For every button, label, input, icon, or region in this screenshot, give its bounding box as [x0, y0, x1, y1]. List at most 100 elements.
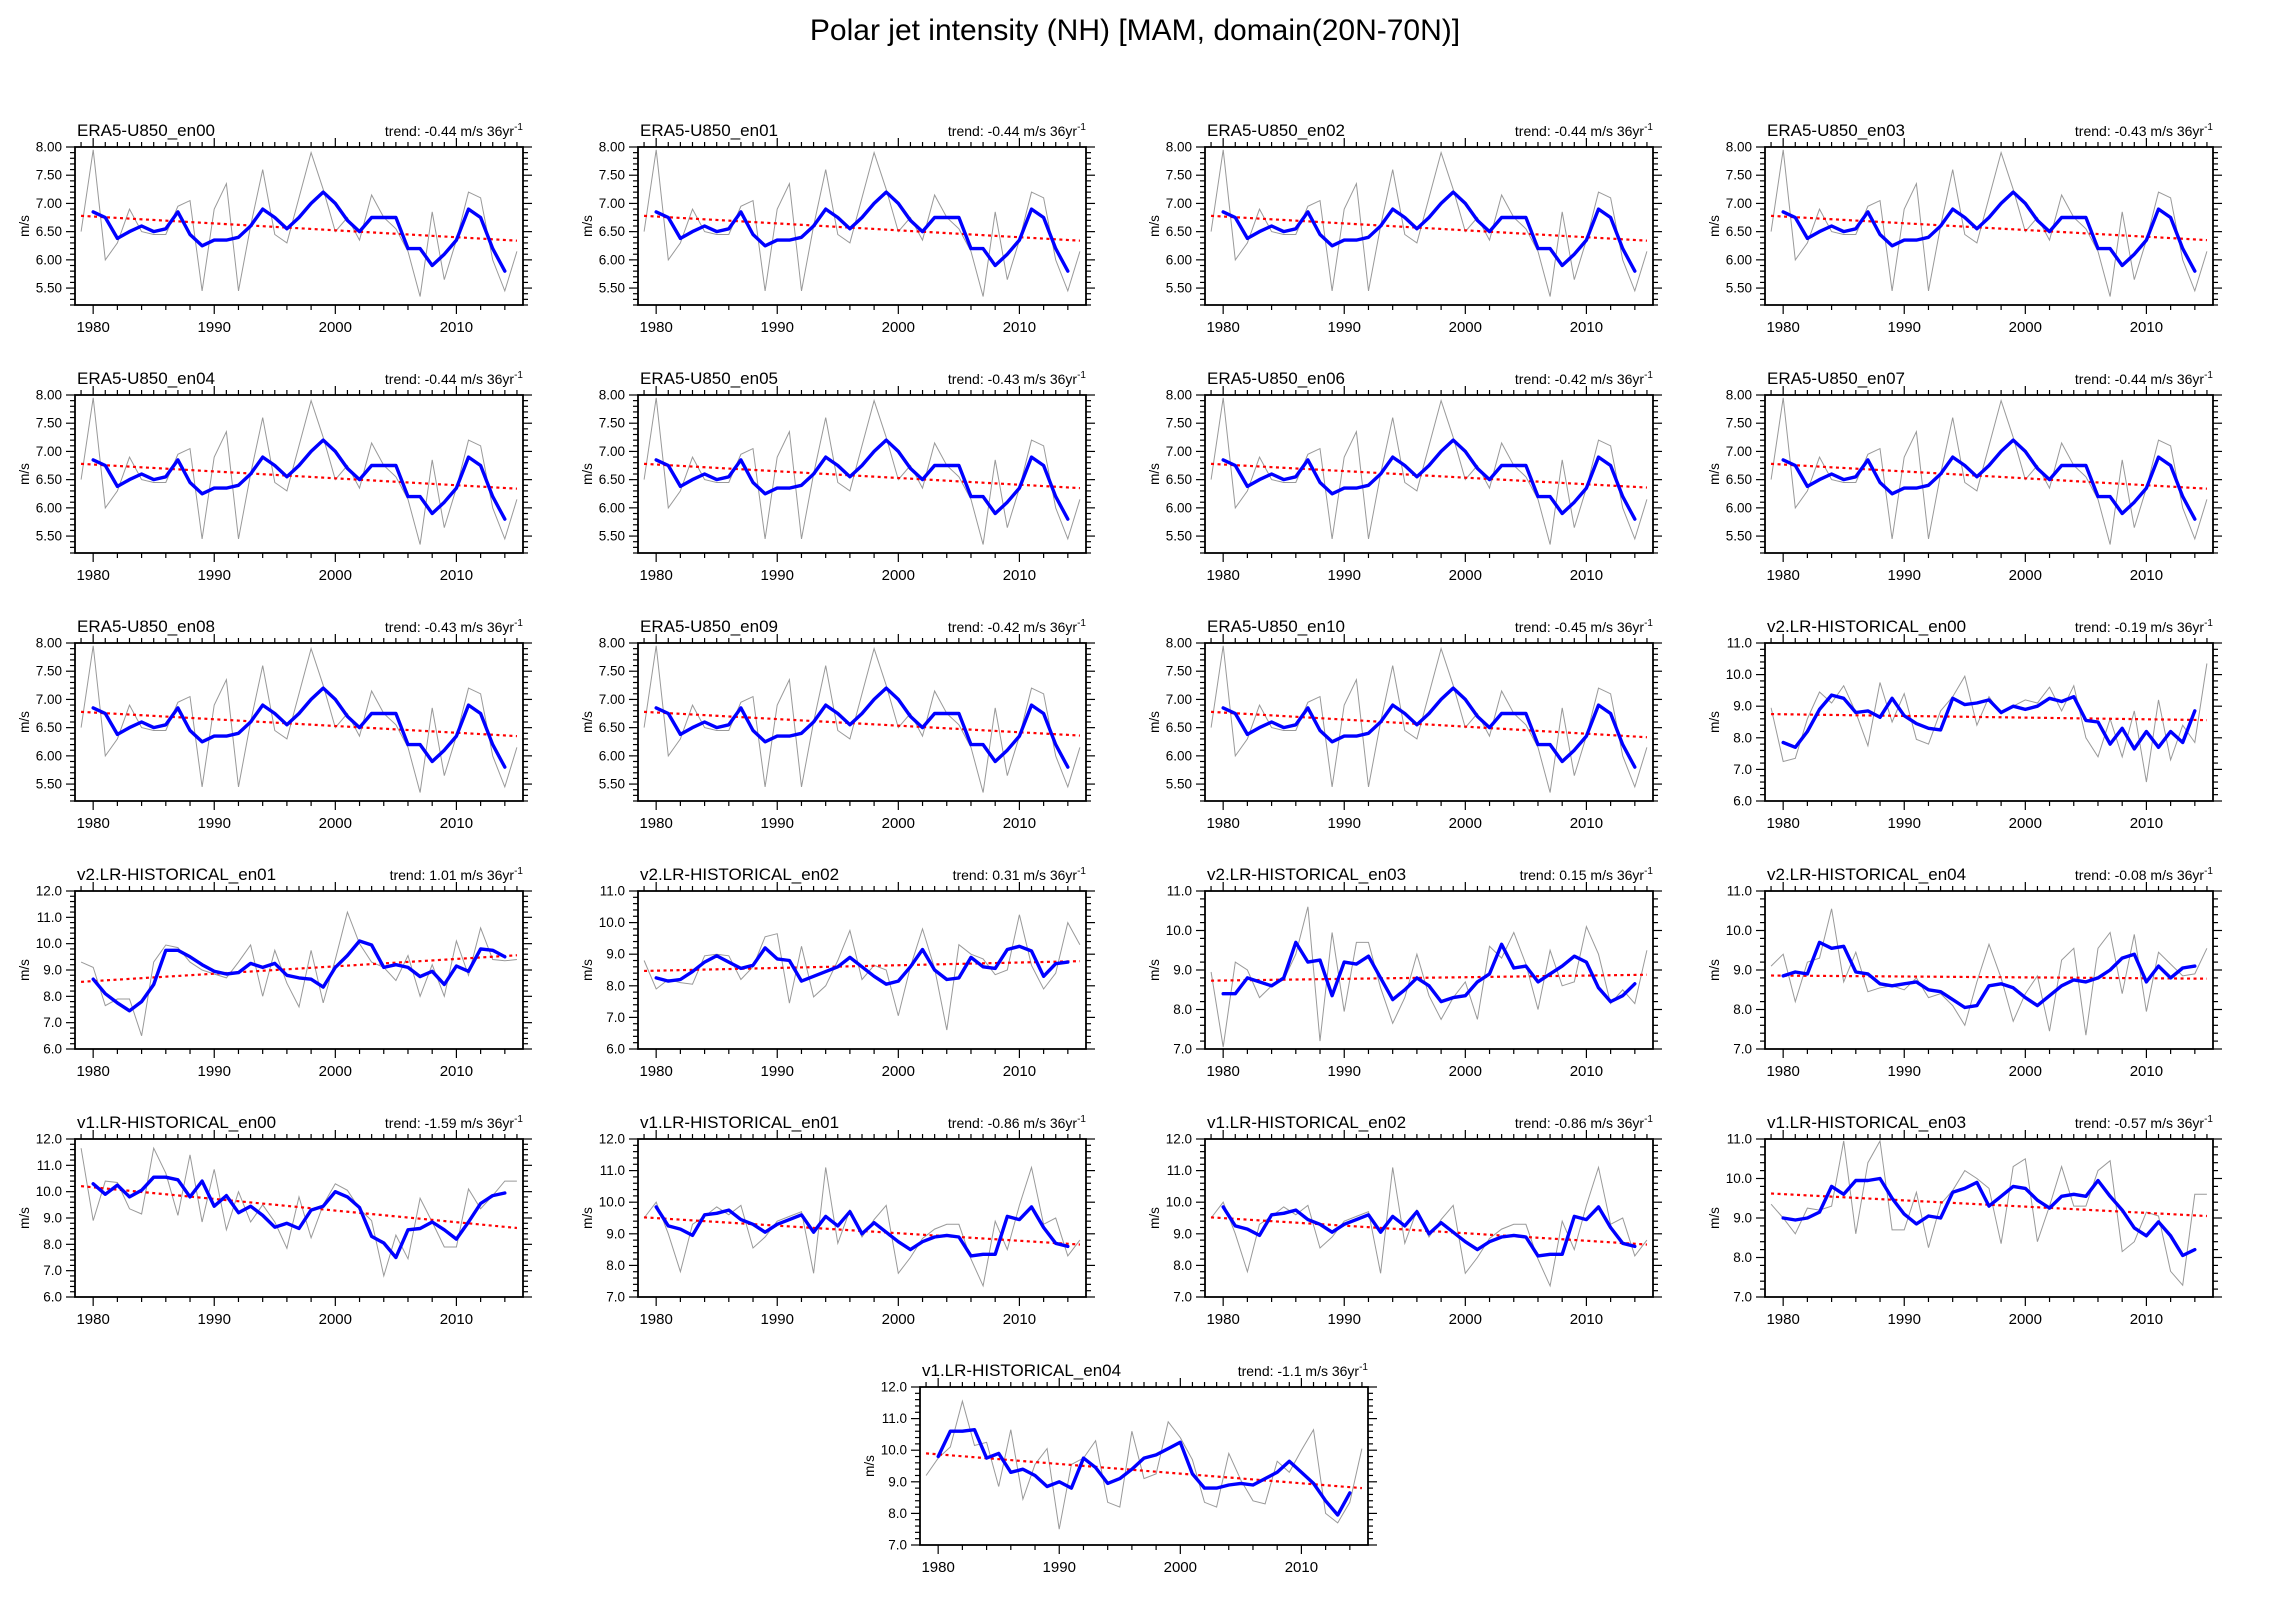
- smoothed-series-line: [91, 438, 507, 521]
- trend-label: trend: -0.43 m/s 36yr-1: [385, 618, 524, 635]
- x-tick-label: 1980: [639, 567, 672, 584]
- y-tick-label: 6.50: [1166, 720, 1192, 735]
- trend-line: [1210, 1216, 1648, 1246]
- y-tick-label: 10.0: [1726, 667, 1752, 682]
- panel-v1.LR-HISTORICAL_en03: 1980 1990 2000 2010 7.0 8.0 9.0 10.0 11.0 v1.LR-H…: [1705, 1111, 2245, 1351]
- trend-label: trend: -0.86 m/s 36yr-1: [948, 1114, 1087, 1131]
- y-tick-label: 7.0: [1173, 1042, 1192, 1057]
- panel-chart: 1980 1990 2000 2010 5.50 6.00 6.50 7.00 7.50 8.00…: [1707, 369, 2222, 584]
- x-tick-label: 2010: [2130, 567, 2163, 584]
- x-tick-label: 2010: [1570, 567, 1603, 584]
- y-tick-label: 6.00: [1166, 500, 1192, 515]
- y-tick-label: 7.00: [1166, 196, 1192, 211]
- panel-title: v1.LR-HISTORICAL_en04: [922, 1361, 1121, 1380]
- y-axis-label: m/s: [1147, 215, 1162, 237]
- x-tick-label: 2000: [1449, 567, 1482, 584]
- y-tick-label: 5.50: [36, 281, 62, 296]
- y-tick-label: 6.50: [1726, 472, 1752, 487]
- y-tick-label: 12.0: [1166, 1132, 1192, 1147]
- raw-series-line: [1210, 645, 1648, 793]
- y-tick-label: 9.0: [888, 1474, 907, 1489]
- y-tick-label: 9.0: [606, 947, 625, 962]
- x-tick-label: 2000: [2009, 567, 2042, 584]
- smoothed-series-line: [1781, 940, 2197, 1010]
- panel-v1.LR-HISTORICAL_en04: 1980 1990 2000 2010 7.0 8.0 9.0 10.0 11.0 12.0 v1.…: [860, 1359, 1400, 1599]
- trend-line: [1771, 974, 2207, 980]
- y-tick-label: 10.0: [1166, 923, 1192, 938]
- panel-chart: 1980 1990 2000 2010 7.0 8.0 9.0 10.0 11.0 12.0 v1.…: [1147, 1113, 1662, 1328]
- y-axis-label: m/s: [1147, 463, 1162, 485]
- y-axis-label: m/s: [1147, 1207, 1162, 1229]
- raw-series-line: [925, 1399, 1363, 1530]
- y-tick-label: 11.0: [600, 884, 625, 899]
- y-tick-label: 7.50: [599, 416, 625, 431]
- panel-chart: 1980 1990 2000 2010 5.50 6.00 6.50 7.00 7.50 8.00…: [1147, 617, 1662, 832]
- x-tick-label: 2010: [2130, 815, 2163, 832]
- panel-title: ERA5-U850_en01: [640, 121, 778, 140]
- x-tick-label: 2010: [1570, 815, 1603, 832]
- x-tick-label: 1980: [1766, 567, 1799, 584]
- smoothed-series-line: [1781, 190, 2197, 273]
- x-tick-label: 1980: [639, 815, 672, 832]
- y-tick-label: 6.50: [599, 224, 625, 239]
- x-tick-label: 2000: [882, 815, 915, 832]
- x-tick-label: 2000: [319, 815, 352, 832]
- y-tick-label: 8.00: [599, 140, 625, 155]
- y-axis-label: m/s: [17, 463, 32, 485]
- panel-chart: 1980 1990 2000 2010 5.50 6.00 6.50 7.00 7.50 8.00…: [17, 617, 532, 832]
- y-tick-label: 7.50: [599, 664, 625, 679]
- y-tick-label: 9.0: [606, 1226, 625, 1241]
- x-tick-label: 1990: [198, 1063, 231, 1080]
- y-tick-label: 5.50: [36, 529, 62, 544]
- trend-line: [925, 1452, 1363, 1490]
- trend-label: trend: 0.15 m/s 36yr-1: [1520, 866, 1654, 883]
- trend-label: trend: -0.44 m/s 36yr-1: [385, 370, 524, 387]
- raw-series-line: [1770, 1139, 2207, 1287]
- y-axis-label: m/s: [1707, 711, 1722, 733]
- x-tick-label: 1990: [198, 815, 231, 832]
- y-tick-label: 10.0: [599, 915, 625, 930]
- x-tick-label: 1990: [1043, 1559, 1076, 1576]
- x-tick-label: 1990: [1888, 1063, 1921, 1080]
- x-tick-label: 1980: [1206, 815, 1239, 832]
- y-tick-label: 11.0: [37, 1158, 62, 1173]
- y-tick-label: 11.0: [37, 910, 62, 925]
- y-tick-label: 7.50: [36, 168, 62, 183]
- y-tick-label: 5.50: [599, 777, 625, 792]
- y-tick-label: 6.00: [1166, 252, 1192, 267]
- x-tick-label: 2000: [1449, 319, 1482, 336]
- y-tick-label: 9.0: [1173, 1226, 1192, 1241]
- x-tick-label: 1980: [76, 1063, 109, 1080]
- x-tick-label: 1980: [76, 815, 109, 832]
- x-tick-label: 1990: [1328, 1311, 1361, 1328]
- x-tick-label: 1980: [1766, 815, 1799, 832]
- trend-label: trend: -0.45 m/s 36yr-1: [1515, 618, 1654, 635]
- trend-line: [643, 1216, 1081, 1246]
- x-tick-label: 2000: [882, 1063, 915, 1080]
- y-tick-label: 6.0: [606, 1042, 625, 1057]
- raw-series-line: [80, 1146, 517, 1278]
- panel-chart: 1980 1990 2000 2010 5.50 6.00 6.50 7.00 7.50 8.00…: [580, 369, 1095, 584]
- x-tick-label: 1990: [761, 815, 794, 832]
- x-tick-label: 2010: [440, 815, 473, 832]
- plot-box: [919, 1386, 1369, 1546]
- y-tick-label: 9.0: [1173, 963, 1192, 978]
- smoothed-series-line: [1781, 693, 2197, 751]
- x-tick-label: 1980: [76, 1311, 109, 1328]
- y-tick-label: 6.0: [43, 1290, 62, 1305]
- y-tick-label: 8.0: [1733, 1250, 1752, 1265]
- trend-line: [1210, 214, 1648, 242]
- y-tick-label: 11.0: [600, 1163, 625, 1178]
- y-tick-label: 12.0: [36, 884, 62, 899]
- smoothed-series-line: [91, 939, 507, 1013]
- panel-title: ERA5-U850_en08: [77, 617, 215, 636]
- smoothed-series-line: [936, 1427, 1352, 1517]
- y-tick-label: 6.50: [36, 720, 62, 735]
- y-tick-label: 11.0: [1167, 1163, 1192, 1178]
- y-tick-label: 8.0: [606, 978, 625, 993]
- y-tick-label: 12.0: [599, 1132, 625, 1147]
- smoothed-series-line: [654, 944, 1070, 986]
- trend-line: [80, 1185, 518, 1230]
- x-tick-label: 2000: [1449, 815, 1482, 832]
- y-axis-label: m/s: [1147, 959, 1162, 981]
